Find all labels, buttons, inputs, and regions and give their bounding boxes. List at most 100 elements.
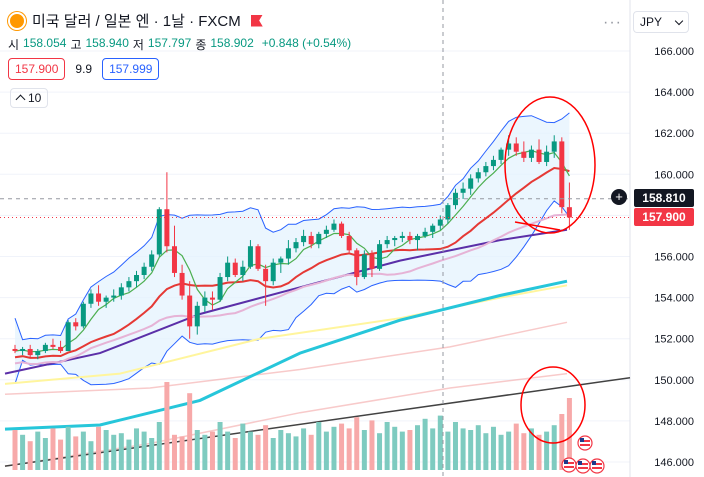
candle-body <box>27 348 33 356</box>
close-label: 종 <box>195 38 207 52</box>
volume-bar <box>361 430 367 470</box>
volume-bar <box>96 426 102 470</box>
buy-button[interactable]: 157.999 <box>102 58 160 80</box>
candle-body <box>202 297 208 306</box>
volume-bar <box>225 431 231 470</box>
low-value: 157.797 <box>147 36 192 50</box>
volume-bar <box>415 425 421 470</box>
candle-body <box>544 151 550 162</box>
candle-body <box>187 295 193 327</box>
volume-bar <box>293 436 299 470</box>
volume-bar <box>536 434 542 470</box>
candle-body <box>483 166 489 173</box>
volume-bar <box>430 428 436 470</box>
ma-50-line <box>14 213 570 366</box>
candle-body <box>339 223 345 236</box>
y-tick-label: 152.000 <box>654 334 694 346</box>
volume-bar <box>384 422 390 470</box>
candle-body <box>12 348 18 352</box>
volume-bar <box>278 430 284 470</box>
candle-body <box>50 344 56 347</box>
volume-bar <box>35 431 41 470</box>
candle-body <box>399 235 405 239</box>
ma-salmon-line <box>4 372 568 467</box>
volume-bar <box>354 417 360 470</box>
volume-bar <box>490 426 496 470</box>
volume-bar <box>551 425 557 470</box>
symbol-title[interactable]: 미국 달러 / 일본 엔 · 1날 · FXCM <box>32 13 241 30</box>
candle-body <box>528 149 534 158</box>
sell-button[interactable]: 157.900 <box>8 58 66 80</box>
y-tick-label: 156.000 <box>654 252 694 264</box>
candle-body <box>171 246 177 273</box>
volume-bar <box>544 431 550 470</box>
candle-body <box>217 277 223 300</box>
volume-bar <box>156 422 162 470</box>
volume-bar <box>483 433 489 470</box>
change-value: +0.848 (+0.54%) <box>261 36 352 50</box>
currency-select[interactable]: JPY <box>633 11 689 33</box>
volume-bar <box>65 426 71 470</box>
us-flag-stripe <box>592 467 602 469</box>
candle-body <box>103 297 109 302</box>
candle-body <box>278 258 284 263</box>
y-tick-label: 166.000 <box>654 46 694 58</box>
volume-bar <box>521 433 527 470</box>
red-flag-icon[interactable] <box>250 14 263 27</box>
volume-bar <box>528 428 534 470</box>
currency-value: JPY <box>640 15 663 29</box>
candle-body <box>346 235 352 251</box>
candle-body <box>308 235 314 245</box>
us-flag-stripe <box>580 440 590 442</box>
candle-body <box>240 266 246 275</box>
plus-icon[interactable]: + <box>611 189 627 205</box>
candle-body <box>445 205 451 220</box>
candle-body <box>149 254 155 267</box>
chart-header: 미국 달러 / 일본 엔 · 1날 · FXCM 시 158.054 고 158.9… <box>0 0 630 110</box>
candle-body <box>377 244 383 269</box>
volume-bar <box>202 434 208 470</box>
volume-bar <box>126 439 132 470</box>
candle-body <box>73 322 79 327</box>
us-flag-canton <box>592 461 596 465</box>
candle-body <box>58 346 64 352</box>
candle-body <box>316 233 322 245</box>
candle-body <box>301 235 307 243</box>
symbol-title-row[interactable]: 미국 달러 / 일본 엔 · 1날 · FXCM <box>8 10 263 31</box>
candle-body <box>164 209 170 247</box>
candle-body <box>566 207 572 218</box>
candle-body <box>407 235 413 241</box>
candle-body <box>42 344 48 352</box>
ma-cyan-line <box>4 279 568 431</box>
indicators-toggle[interactable]: 10 <box>10 88 49 108</box>
candle-body <box>415 235 421 241</box>
candle-body <box>65 322 71 352</box>
candle-body <box>498 149 504 160</box>
candle-body <box>285 248 291 259</box>
volume-bar <box>566 398 572 470</box>
candle-body <box>513 143 519 152</box>
candle-body <box>156 209 162 255</box>
volume-bar <box>232 438 238 470</box>
volume-bar <box>209 431 215 470</box>
us-flag-canton <box>578 461 582 465</box>
open-label: 시 <box>8 38 20 52</box>
volume-bar <box>475 425 481 470</box>
crosshair-price-tag: 158.810 <box>634 189 694 207</box>
more-options-icon[interactable]: ··· <box>603 14 622 31</box>
us-flag-canton <box>580 438 584 442</box>
bollinger-upper <box>14 112 570 341</box>
volume-bar <box>187 393 193 470</box>
y-tick-label: 160.000 <box>654 169 694 181</box>
candle-body <box>323 229 329 234</box>
chevron-down-icon <box>674 16 684 25</box>
y-tick-label: 162.000 <box>654 128 694 140</box>
candle-body <box>354 250 360 278</box>
candle-body <box>263 268 269 282</box>
volume-bar <box>240 423 246 470</box>
volume-bar <box>323 431 329 470</box>
volume-bar <box>247 431 253 470</box>
volume-bar <box>88 441 94 470</box>
candle-body <box>475 172 481 179</box>
us-flag-stripe <box>578 467 588 469</box>
